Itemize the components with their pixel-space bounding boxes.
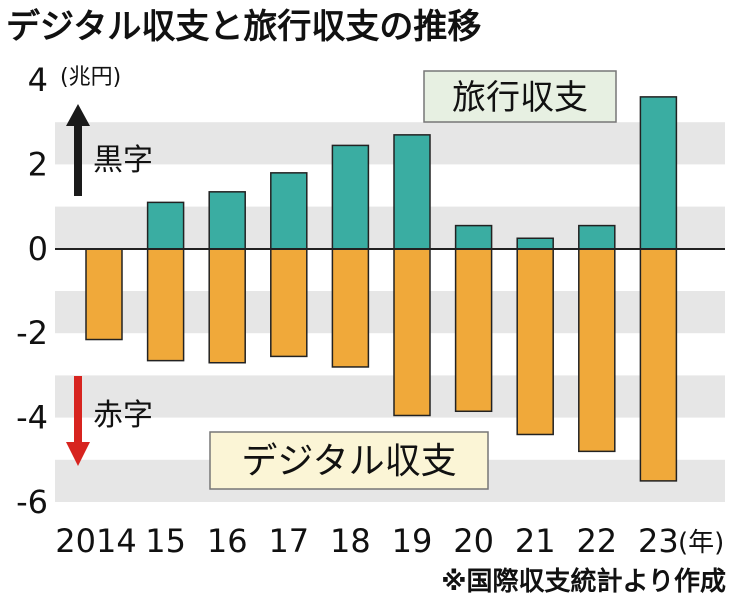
deficit-label: 赤字 <box>93 398 153 433</box>
x-tick-label: 22 <box>576 522 617 560</box>
bars-layer <box>85 96 678 482</box>
y-tick-label: -6 <box>16 483 48 521</box>
deficit-arrow-icon <box>66 376 90 466</box>
travel-bar <box>639 96 678 250</box>
legend-digital-label: デジタル収支 <box>241 441 456 482</box>
y-tick-label: 4 <box>28 61 48 99</box>
legend-travel-box <box>423 70 617 123</box>
chart-title: デジタル収支と旅行収支の推移 <box>6 7 481 47</box>
x-tick-label: 21 <box>515 522 556 560</box>
travel-bar <box>516 237 554 250</box>
x-tick-label: 19 <box>392 522 433 560</box>
travel-bar <box>146 201 185 250</box>
digital-bar <box>578 248 616 453</box>
digital-bar <box>639 248 678 482</box>
digital-bar <box>270 248 308 358</box>
travel-bar <box>578 224 616 250</box>
grid-band <box>55 122 725 165</box>
digital-bar <box>393 248 431 417</box>
x-tick-label: 23 <box>638 522 679 560</box>
travel-bar <box>393 134 431 250</box>
x-tick-label: 18 <box>330 522 371 560</box>
legend-digital: デジタル収支 <box>209 431 489 490</box>
digital-bar <box>85 248 123 341</box>
surplus-arrow-icon <box>66 104 90 196</box>
grid-band <box>55 375 725 418</box>
x-tick-label: 2014 <box>55 522 136 560</box>
x-tick-label: 16 <box>207 522 248 560</box>
travel-bar <box>270 172 308 250</box>
y-tick-label: 0 <box>28 230 48 268</box>
y-tick-labels: -6 -4 -2 0 2 4 <box>16 61 48 521</box>
travel-bar <box>208 191 246 250</box>
year-suffix: (年) <box>678 528 724 558</box>
deficit-indicator: 赤字 <box>66 376 153 466</box>
x-tick-label: 20 <box>453 522 494 560</box>
legend-travel-label: 旅行収支 <box>452 78 588 118</box>
digital-bar <box>146 248 185 362</box>
digital-bar <box>454 248 493 413</box>
y-tick-label: 2 <box>28 145 48 183</box>
legend-travel: 旅行収支 <box>423 70 617 123</box>
y-tick-label: -4 <box>16 399 48 437</box>
travel-bar <box>454 224 493 250</box>
surplus-label: 黒字 <box>93 143 153 178</box>
x-tick-labels: 2014 15 16 17 18 19 20 21 22 23 <box>55 522 678 560</box>
travel-bar <box>331 144 370 250</box>
digital-bar <box>208 248 246 364</box>
x-tick-label: 15 <box>145 522 186 560</box>
legend-digital-box <box>209 431 489 490</box>
y-tick-label: -2 <box>16 314 48 352</box>
digital-bar <box>516 248 554 436</box>
x-tick-label: 17 <box>268 522 309 560</box>
unit-label: (兆円) <box>60 65 121 90</box>
surplus-indicator: 黒字 <box>66 104 153 196</box>
digital-bar <box>331 248 370 368</box>
source-note: ※国際収支統計より作成 <box>441 566 726 597</box>
